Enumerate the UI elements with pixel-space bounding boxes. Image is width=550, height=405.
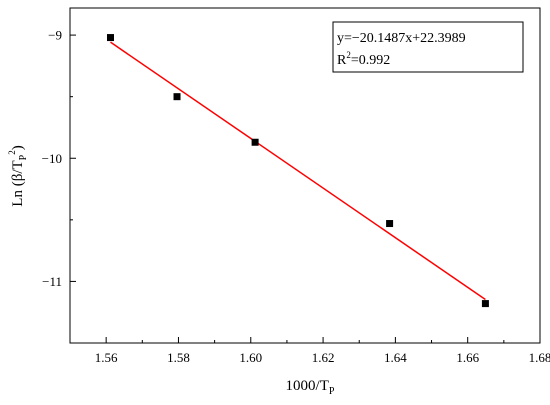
x-tick-label: 1.58: [167, 350, 190, 365]
x-axis-ticks: 1.56 1.58 1.60 1.62 1.64 1.66 1.68: [95, 337, 550, 365]
y-tick-label: −9: [48, 28, 62, 43]
y-tick-label: −10: [42, 151, 62, 166]
y-axis-ticks: −9 −10 −11: [42, 28, 76, 344]
x-tick-label: 1.60: [239, 350, 262, 365]
data-point: [481, 300, 489, 308]
r-squared: R2=0.992: [337, 50, 390, 68]
x-tick-label: 1.56: [95, 350, 118, 365]
y-axis-title: Ln (β/TP2): [7, 145, 29, 206]
data-point: [173, 93, 181, 101]
data-point: [251, 138, 259, 146]
data-point: [386, 220, 394, 228]
x-tick-label: 1.64: [384, 350, 407, 365]
fit-line: [110, 41, 486, 301]
x-axis-title: 1000/TP: [286, 378, 335, 397]
annotation-box: y=−20.1487x+22.3989 R2=0.992: [332, 21, 524, 73]
data-points: [106, 34, 489, 308]
fit-equation: y=−20.1487x+22.3989: [337, 31, 466, 46]
y-tick-label: −11: [42, 274, 62, 289]
x-tick-label: 1.62: [312, 350, 335, 365]
x-tick-label: 1.66: [456, 350, 479, 365]
x-tick-label: 1.68: [529, 350, 550, 365]
plot-frame: [69, 7, 541, 344]
data-point: [106, 34, 114, 42]
